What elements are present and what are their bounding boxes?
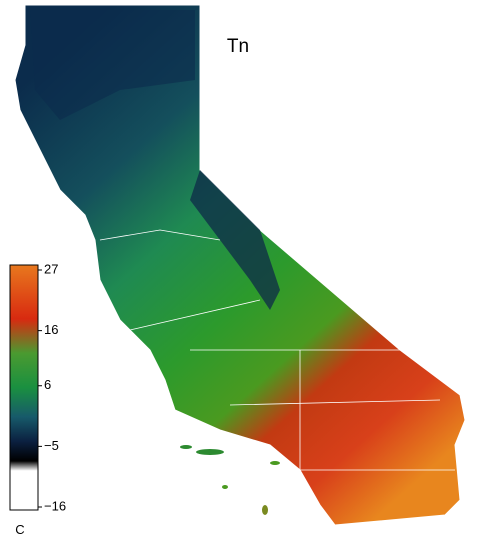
map-title: Tn	[227, 36, 249, 57]
colorbar	[9, 264, 39, 511]
tick-label: −5	[44, 438, 59, 453]
tick-label: 27	[44, 261, 58, 276]
tick-label: 6	[44, 377, 51, 392]
tick-label: 16	[44, 322, 58, 337]
colorbar-ticks: 27 16 6 −5 −16	[38, 261, 66, 513]
tick-label: −16	[44, 498, 66, 513]
colorbar-unit: C	[15, 522, 24, 537]
state-shape	[14, 4, 466, 526]
